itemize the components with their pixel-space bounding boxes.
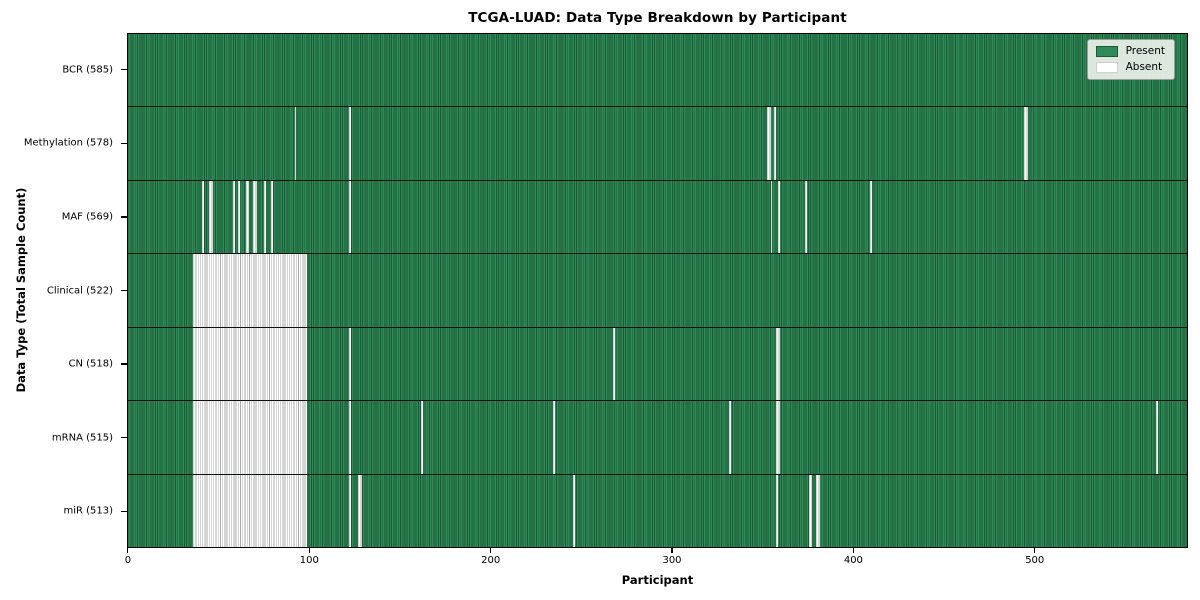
y-tick-label: mRNA (515) [51,432,113,444]
absent-segment [553,401,556,474]
heatmap-row-methylation [128,107,1187,181]
absent-segment [294,107,297,180]
absent-segment [767,107,771,180]
y-tick-mark [121,142,127,144]
heatmap-row-clinical [128,254,1187,328]
y-axis: BCR (585) Methylation (578) MAF (569) Clini… [0,33,127,548]
x-tick-label: 200 [481,555,501,566]
absent-segment [245,180,250,254]
absent-segment [777,180,780,254]
heatmap-row-mir [128,474,1187,547]
absent-segment [1024,107,1028,180]
absent-segment [193,327,308,401]
y-tick-label: miR (513) [63,505,113,517]
y-tick-mark [121,437,127,439]
x-tick-label: 500 [1025,555,1045,566]
absent-segment [209,180,214,254]
x-tick-mark [671,548,673,553]
x-tick-label: 100 [299,555,319,566]
x-tick-mark [127,548,129,553]
absent-segment [770,180,773,254]
y-tick-label: Methylation (578) [23,137,113,149]
x-axis-title: Participant [621,573,694,587]
absent-segment [238,180,241,254]
heatmap-row-mrna [128,401,1187,475]
absent-segment [573,474,576,547]
absent-segment [348,474,351,547]
absent-segment [348,180,351,254]
absent-segment [808,474,813,547]
absent-segment [774,107,777,180]
heatmap-row-maf [128,180,1187,255]
legend: Present Absent [1086,39,1175,80]
legend-label-absent: Absent [1125,61,1163,74]
x-tick-label: 400 [843,555,863,566]
y-tick-mark [121,69,127,71]
absent-segment [613,327,615,401]
legend-swatch-absent-icon [1095,62,1118,73]
absent-segment [1156,401,1159,474]
y-tick-mark [121,216,127,218]
x-tick-mark [1034,548,1036,553]
absent-segment [729,401,731,474]
y-tick-mark [121,510,127,512]
absent-segment [348,401,351,474]
absent-segment [271,180,273,254]
legend-entry-present: Present [1095,45,1165,58]
legend-swatch-present-icon [1095,46,1118,57]
heatmap-row-bcr [128,34,1187,108]
heatmap-row-cn [128,327,1187,402]
heatmap-rows-container [128,34,1187,547]
x-tick-label: 300 [662,555,682,566]
x-tick-mark [308,548,310,553]
absent-segment [202,180,205,254]
absent-segment [252,180,257,254]
absent-segment [193,474,308,547]
absent-segment [357,474,362,547]
absent-segment [193,401,308,474]
legend-label-present: Present [1125,45,1165,58]
legend-entry-absent: Absent [1095,61,1165,74]
x-axis: 0 100 200 300 400 500 [0,548,1200,588]
absent-segment [421,401,424,474]
x-tick-mark [852,548,854,553]
y-tick-mark [121,289,127,292]
y-tick-label: CN (518) [68,358,113,370]
chart-title: TCGA-LUAD: Data Type Breakdown by Partic… [468,10,847,26]
absent-segment [232,180,235,254]
absent-segment [776,327,780,401]
absent-segment [776,401,780,474]
absent-segment [815,474,820,547]
absent-segment [348,107,351,180]
y-tick-label: BCR (585) [62,64,113,76]
absent-segment [776,474,778,547]
y-tick-mark [121,363,127,365]
x-tick-mark [490,548,492,553]
absent-segment [263,180,266,254]
y-tick-label: MAF (569) [61,211,113,223]
absent-segment [193,254,308,327]
y-tick-label: Clinical (522) [46,285,113,296]
absent-segment [348,327,351,401]
absent-segment [870,180,872,254]
plot-area: Present Absent [127,33,1188,548]
x-tick-label: 0 [124,555,132,566]
absent-segment [805,180,807,254]
